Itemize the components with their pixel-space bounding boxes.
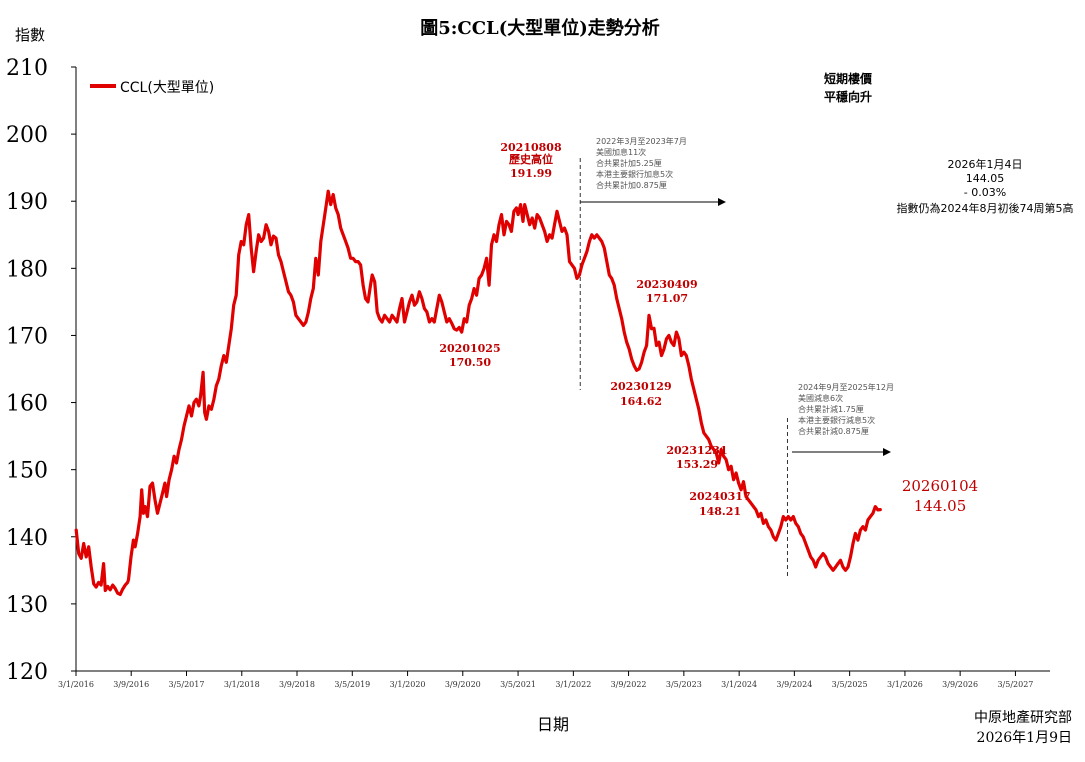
annotation-low2020: 20201025 170.50: [439, 342, 500, 369]
y-tick-label: 210: [6, 56, 48, 81]
y-tick-label: 140: [6, 526, 48, 551]
x-tick-label: 3/5/2019: [334, 680, 370, 689]
x-tick-label: 3/1/2026: [887, 680, 923, 689]
annotation-low2023: 20230129 164.62: [610, 380, 671, 408]
hike-note-line-3: 合共累計加5.25厘: [596, 158, 662, 168]
annotation-high2023: 20230409 171.07: [636, 278, 697, 305]
x-tick-label: 3/9/2022: [611, 680, 647, 689]
annotation-value: 171.07: [646, 292, 688, 305]
x-tick-label: 3/1/2024: [721, 680, 757, 689]
annotation-date: 20260104: [902, 477, 978, 495]
annotation-value: 164.62: [620, 395, 662, 408]
x-tick-label: 3/1/2016: [58, 680, 94, 689]
y-tick-label: 170: [6, 324, 48, 349]
hike-note-line-4: 本港主要銀行加息5次: [596, 169, 673, 179]
latest-note-date: 2026年1月4日: [948, 157, 1023, 171]
x-tick-label: 3/9/2018: [279, 680, 315, 689]
annotation-value: 191.99: [510, 167, 552, 180]
rate-hike-note: 2022年3月至2023年7月 美國加息11次 合共累計加5.25厘 本港主要銀…: [596, 136, 687, 190]
x-tick-label: 3/1/2018: [224, 680, 260, 689]
annotation-date: 20240317: [689, 490, 750, 503]
x-axis-label: 日期: [537, 715, 569, 734]
y-tick-label: 150: [6, 459, 48, 484]
y-tick-label: 120: [6, 660, 48, 685]
latest-note-change: - 0.03%: [964, 186, 1006, 199]
x-tick-label: 3/9/2020: [445, 680, 481, 689]
hike-note-line-1: 2022年3月至2023年7月: [596, 136, 687, 146]
x-tick-label: 3/5/2027: [997, 680, 1033, 689]
latest-note-value: 144.05: [966, 172, 1005, 185]
cut-note-line-4: 本港主要銀行減息5次: [798, 415, 875, 425]
annotation-peak: 20210808 歷史高位 191.99: [500, 141, 562, 180]
cut-note-line-2: 美國減息6次: [798, 393, 843, 403]
annotation-extra: 歷史高位: [509, 152, 553, 166]
cut-note-line-3: 合共累計減1.75厘: [798, 404, 864, 414]
footer-source: 中原地產研究部: [974, 709, 1072, 726]
annotation-mar2024: 20240317 148.21: [689, 490, 750, 518]
chart-title: 圖5:CCL(大型單位)走勢分析: [420, 17, 660, 39]
x-tick-label: 3/1/2020: [390, 680, 426, 689]
axes: [75, 67, 1050, 672]
annotation-date: 20201025: [439, 342, 500, 355]
legend-label: CCL(大型單位): [120, 80, 214, 96]
x-tick-label: 3/5/2021: [500, 680, 536, 689]
y-tick-label: 160: [6, 392, 48, 417]
x-tick-label: 3/5/2025: [832, 680, 868, 689]
annotation-value: 170.50: [449, 356, 491, 369]
hike-arrow-head: [718, 198, 726, 206]
annotation-value: 148.21: [699, 505, 741, 518]
annotation-value: 153.29: [676, 458, 718, 471]
series-layer: [74, 189, 882, 597]
cut-arrow-head: [883, 448, 891, 456]
y-tick-label: 200: [6, 123, 48, 148]
y-tick-label: 180: [6, 257, 48, 282]
x-tick-label: 3/9/2024: [776, 680, 812, 689]
rate-cut-note: 2024年9月至2025年12月 美國減息6次 合共累計減1.75厘 本港主要銀…: [798, 382, 894, 436]
y-tick-label: 190: [6, 190, 48, 215]
cut-note-line-1: 2024年9月至2025年12月: [798, 382, 894, 392]
footer-date: 2026年1月9日: [977, 730, 1072, 746]
x-tick-label: 3/5/2023: [666, 680, 702, 689]
x-tick-label: 3/9/2026: [942, 680, 978, 689]
x-tick-label: 3/1/2022: [555, 680, 591, 689]
annotation-dec2023: 20231231 153.29: [666, 444, 727, 471]
annotation-date: 20231231: [666, 444, 727, 457]
x-ticks: 3/1/2016 3/9/2016 3/5/2017 3/1/2018 3/9/2018…: [58, 671, 1033, 689]
x-tick-label: 3/5/2017: [169, 680, 205, 689]
annotation-date: 20230409: [636, 278, 697, 291]
y-tick-label: 130: [6, 593, 48, 618]
cut-note-line-5: 合共累計減0.875厘: [798, 426, 869, 436]
y-axis-label: 指數: [15, 26, 45, 44]
hike-note-line-2: 美國加息11次: [596, 147, 646, 157]
x-tick-label: 3/9/2016: [113, 680, 149, 689]
trend-note-line-2: 平穩向升: [824, 89, 872, 104]
series-line-ccl: [74, 189, 882, 597]
annotation-latest: 20260104 144.05: [902, 477, 978, 515]
annotation-date: 20210808: [500, 141, 562, 154]
annotation-date: 20230129: [610, 380, 671, 393]
annotation-value: 144.05: [914, 497, 967, 515]
hike-note-line-5: 合共累計加0.875厘: [596, 180, 667, 190]
y-ticks: 120 130 140 150 160 170 180 190 200 210: [6, 56, 76, 685]
latest-note-rank: 指數仍為2024年8月初後74周第5高: [897, 201, 1074, 215]
trend-note-line-1: 短期樓價: [824, 71, 873, 86]
